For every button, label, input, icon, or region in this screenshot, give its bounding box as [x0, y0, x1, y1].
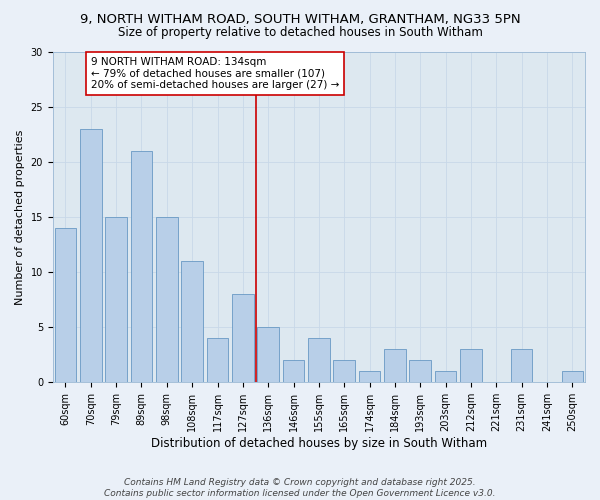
Bar — [181, 261, 203, 382]
Bar — [562, 372, 583, 382]
Bar — [55, 228, 76, 382]
Bar — [80, 128, 101, 382]
Text: Size of property relative to detached houses in South Witham: Size of property relative to detached ho… — [118, 26, 482, 39]
Bar — [384, 350, 406, 382]
Bar — [359, 372, 380, 382]
Bar — [257, 327, 279, 382]
Bar — [106, 217, 127, 382]
Bar — [460, 350, 482, 382]
Bar — [409, 360, 431, 382]
Y-axis label: Number of detached properties: Number of detached properties — [15, 129, 25, 304]
Bar — [156, 217, 178, 382]
Bar — [308, 338, 329, 382]
Bar — [207, 338, 228, 382]
Text: 9, NORTH WITHAM ROAD, SOUTH WITHAM, GRANTHAM, NG33 5PN: 9, NORTH WITHAM ROAD, SOUTH WITHAM, GRAN… — [80, 12, 520, 26]
Bar — [283, 360, 304, 382]
Bar — [131, 151, 152, 382]
Text: Contains HM Land Registry data © Crown copyright and database right 2025.
Contai: Contains HM Land Registry data © Crown c… — [104, 478, 496, 498]
Bar — [232, 294, 254, 382]
X-axis label: Distribution of detached houses by size in South Witham: Distribution of detached houses by size … — [151, 437, 487, 450]
Bar — [511, 350, 532, 382]
Text: 9 NORTH WITHAM ROAD: 134sqm
← 79% of detached houses are smaller (107)
20% of se: 9 NORTH WITHAM ROAD: 134sqm ← 79% of det… — [91, 57, 339, 90]
Bar — [334, 360, 355, 382]
Bar — [435, 372, 457, 382]
